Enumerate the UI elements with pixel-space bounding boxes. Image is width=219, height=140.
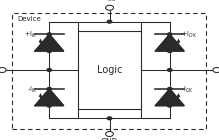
Text: +I$_{OK}$: +I$_{OK}$ [181,30,197,40]
Bar [12,13,206,129]
Polygon shape [155,34,184,51]
Circle shape [47,104,51,107]
Polygon shape [155,89,184,106]
Circle shape [107,20,112,23]
Polygon shape [35,89,64,106]
Circle shape [47,88,51,90]
Circle shape [47,50,51,52]
Text: GND: GND [101,138,118,140]
Circle shape [107,117,112,120]
Circle shape [106,5,113,10]
Circle shape [47,33,51,36]
Text: -I$_{OK}$: -I$_{OK}$ [181,85,194,95]
Circle shape [213,67,219,73]
Circle shape [0,67,6,73]
Circle shape [168,104,172,107]
Text: Logic: Logic [97,65,122,75]
Polygon shape [35,34,64,51]
Circle shape [168,50,172,52]
Circle shape [168,33,172,36]
Text: V$_{CC}$: V$_{CC}$ [102,0,117,4]
Circle shape [168,88,172,90]
Circle shape [106,131,113,136]
Text: Device: Device [18,16,41,22]
Text: -I$_{IK}$: -I$_{IK}$ [27,85,38,95]
Bar [78,31,141,109]
Circle shape [47,69,51,71]
Circle shape [168,69,172,71]
Text: +I$_{IK}$: +I$_{IK}$ [24,30,38,40]
